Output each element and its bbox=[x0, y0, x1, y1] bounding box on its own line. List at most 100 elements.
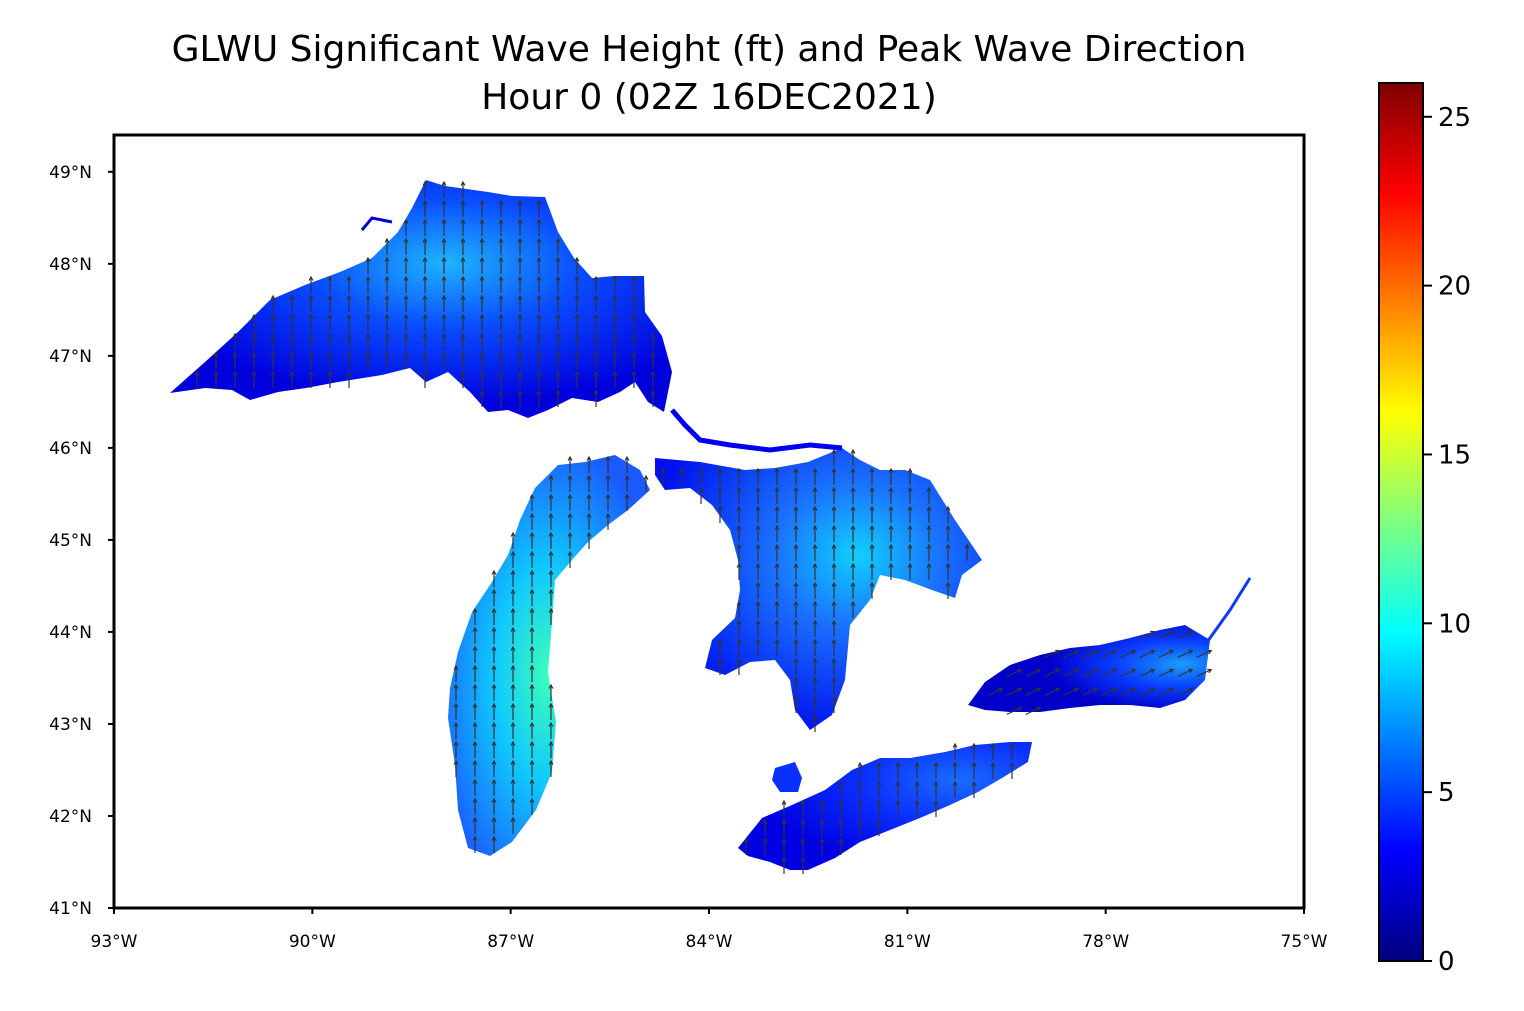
direction-arrow-76 bbox=[612, 294, 618, 312]
direction-arrow-306 bbox=[793, 505, 799, 523]
direction-arrow-362 bbox=[774, 600, 780, 618]
direction-arrow-145 bbox=[650, 351, 656, 369]
direction-arrow-68 bbox=[460, 294, 466, 312]
direction-arrow-69 bbox=[479, 294, 485, 312]
direction-arrow-424 bbox=[800, 818, 806, 836]
direction-arrow-5 bbox=[460, 199, 466, 217]
lakes-layer bbox=[170, 180, 1252, 874]
direction-arrow-299 bbox=[888, 486, 894, 504]
direction-arrow-212 bbox=[472, 607, 478, 625]
direction-arrow-286 bbox=[869, 467, 875, 485]
st-marys-river bbox=[670, 408, 843, 453]
direction-arrow-348 bbox=[888, 562, 894, 580]
direction-arrow-338 bbox=[945, 543, 951, 561]
direction-arrow-250 bbox=[491, 740, 497, 758]
direction-arrow-231 bbox=[472, 683, 478, 701]
direction-arrow-410 bbox=[933, 780, 939, 798]
direction-arrow-387 bbox=[831, 676, 837, 694]
direction-arrow-108 bbox=[403, 332, 409, 350]
direction-arrow-354 bbox=[793, 581, 799, 599]
direction-arrow-84 bbox=[365, 313, 371, 331]
direction-arrow-184 bbox=[529, 493, 535, 511]
direction-arrow-374 bbox=[736, 638, 742, 656]
direction-arrow-297 bbox=[850, 486, 856, 504]
direction-arrow-369 bbox=[774, 619, 780, 637]
direction-arrow-106 bbox=[365, 332, 371, 350]
direction-arrow-276 bbox=[679, 467, 685, 485]
direction-arrow-200 bbox=[510, 550, 516, 568]
direction-arrow-139 bbox=[536, 351, 542, 369]
direction-arrow-96 bbox=[593, 313, 599, 331]
direction-arrow-224 bbox=[529, 645, 535, 663]
direction-arrow-59 bbox=[289, 294, 295, 312]
direction-arrow-147 bbox=[213, 370, 219, 388]
direction-arrow-303 bbox=[736, 505, 742, 523]
direction-arrow-21 bbox=[441, 237, 447, 255]
direction-arrow-373 bbox=[717, 638, 723, 656]
direction-arrow-142 bbox=[593, 351, 599, 369]
direction-arrow-364 bbox=[812, 600, 818, 618]
direction-arrow-256 bbox=[491, 759, 497, 777]
direction-arrow-12 bbox=[441, 218, 447, 236]
direction-arrow-437 bbox=[1139, 630, 1156, 639]
direction-arrow-429 bbox=[743, 837, 749, 855]
y-tick-label-5: 46°N bbox=[49, 439, 92, 459]
direction-arrow-143 bbox=[612, 351, 618, 369]
direction-arrow-13 bbox=[460, 218, 466, 236]
direction-arrow-1 bbox=[441, 180, 447, 198]
direction-arrow-100 bbox=[251, 332, 257, 350]
direction-arrow-150 bbox=[270, 370, 276, 388]
direction-arrow-99 bbox=[232, 332, 238, 350]
direction-arrow-36 bbox=[517, 256, 523, 274]
direction-arrow-311 bbox=[888, 505, 894, 523]
direction-arrow-430 bbox=[762, 837, 768, 855]
direction-arrow-440 bbox=[1044, 649, 1061, 658]
direction-arrow-301 bbox=[926, 486, 932, 504]
direction-arrow-392 bbox=[952, 742, 958, 760]
direction-arrow-444 bbox=[1120, 649, 1137, 658]
x-tick-label-4: 81°W bbox=[884, 932, 931, 952]
colorbar-tick-label-3: 15 bbox=[1438, 440, 1471, 470]
direction-arrow-78 bbox=[251, 313, 257, 331]
direction-arrow-409 bbox=[914, 780, 920, 798]
direction-arrow-122 bbox=[213, 351, 219, 369]
direction-arrow-27 bbox=[555, 237, 561, 255]
direction-arrow-324 bbox=[907, 524, 913, 542]
colorbar-tick-label-1: 5 bbox=[1438, 778, 1455, 808]
direction-arrow-259 bbox=[548, 759, 554, 777]
direction-arrow-209 bbox=[510, 588, 516, 606]
direction-arrow-63 bbox=[365, 294, 371, 312]
direction-arrow-431 bbox=[781, 837, 787, 855]
direction-arrow-31 bbox=[422, 256, 428, 274]
direction-arrow-380 bbox=[717, 657, 723, 675]
direction-arrow-341 bbox=[755, 562, 761, 580]
direction-arrow-60 bbox=[308, 294, 314, 312]
direction-arrow-293 bbox=[774, 486, 780, 504]
direction-arrow-328 bbox=[755, 543, 761, 561]
direction-arrow-347 bbox=[869, 562, 875, 580]
direction-arrow-181 bbox=[605, 474, 611, 492]
direction-arrow-199 bbox=[586, 531, 592, 549]
direction-arrow-20 bbox=[422, 237, 428, 255]
direction-arrow-415 bbox=[819, 799, 825, 817]
direction-arrow-334 bbox=[869, 543, 875, 561]
direction-arrow-238 bbox=[491, 702, 497, 720]
map-frame bbox=[112, 133, 1306, 910]
direction-arrow-32 bbox=[441, 256, 447, 274]
direction-arrow-164 bbox=[612, 370, 618, 388]
direction-arrow-401 bbox=[952, 761, 958, 779]
y-tick-label-3: 44°N bbox=[49, 623, 92, 643]
direction-arrow-82 bbox=[327, 313, 333, 331]
x-axis-ticks: 93°W 90°W 87°W 84°W 81°W 78°W 75°W bbox=[91, 908, 1328, 952]
direction-arrow-195 bbox=[510, 531, 516, 549]
direction-arrow-38 bbox=[555, 256, 561, 274]
direction-arrow-30 bbox=[403, 256, 409, 274]
colorbar-tick-label-0: 0 bbox=[1438, 947, 1455, 977]
direction-arrow-447 bbox=[1177, 649, 1194, 658]
direction-arrow-378 bbox=[812, 638, 818, 656]
lake-michigan bbox=[448, 455, 650, 856]
direction-arrow-428 bbox=[876, 818, 882, 836]
direction-arrow-282 bbox=[793, 467, 799, 485]
direction-arrow-178 bbox=[548, 474, 554, 492]
